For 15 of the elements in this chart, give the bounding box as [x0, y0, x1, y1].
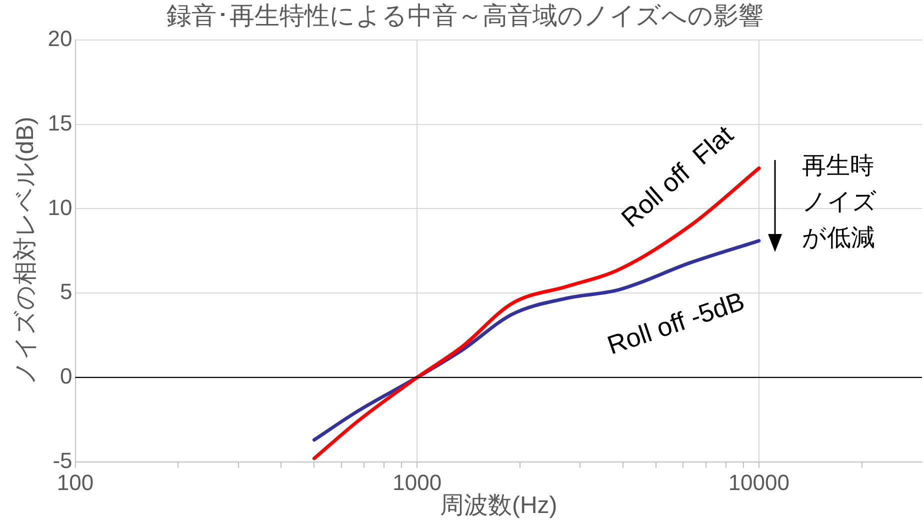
- y-tick-label: 0: [60, 364, 72, 389]
- text: Roll off Flat: [615, 118, 740, 234]
- chart-title: 録音･再生特性による中音～高音域のノイズへの影響: [166, 2, 764, 30]
- y-tick-label: 5: [60, 279, 72, 304]
- y-axis-title: ノイズの相対レベル(dB): [12, 116, 40, 386]
- y-tick-label: 10: [48, 194, 72, 220]
- x-tick-label: 10000: [728, 470, 790, 496]
- y-tick-label: 20: [48, 26, 72, 52]
- x-axis-title: 周波数(Hz): [440, 492, 558, 520]
- y-tick-label: 15: [48, 110, 72, 136]
- text: Roll off -5dB: [603, 286, 748, 360]
- annotation: 再生時ノイズが低減: [802, 152, 877, 252]
- x-tick-label: 100: [56, 470, 94, 496]
- x-tick-label: 1000: [392, 470, 442, 496]
- y-tick-label: -5: [52, 448, 72, 473]
